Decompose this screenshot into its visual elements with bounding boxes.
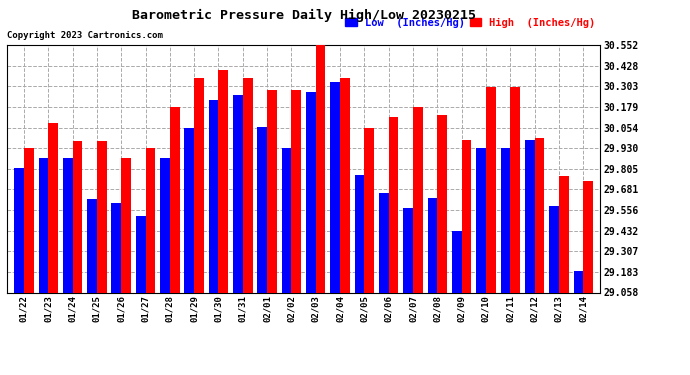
Bar — [160, 158, 170, 292]
Bar — [63, 158, 72, 292]
Bar — [437, 115, 447, 292]
Bar — [112, 203, 121, 292]
Bar — [525, 140, 535, 292]
Bar — [72, 141, 82, 292]
Bar — [462, 140, 471, 292]
Bar — [355, 174, 364, 292]
Bar — [121, 158, 131, 292]
Bar — [146, 148, 155, 292]
Bar — [379, 193, 388, 292]
Bar — [535, 138, 544, 292]
Bar — [291, 90, 301, 292]
Bar — [340, 78, 350, 292]
Bar — [14, 168, 24, 292]
Bar — [243, 78, 253, 292]
Text: Barometric Pressure Daily High/Low 20230215: Barometric Pressure Daily High/Low 20230… — [132, 9, 475, 22]
Bar — [573, 271, 583, 292]
Bar — [39, 158, 48, 292]
Bar — [511, 87, 520, 292]
Bar — [500, 148, 511, 292]
Bar — [257, 126, 267, 292]
Bar — [170, 106, 179, 292]
Bar — [219, 70, 228, 292]
Bar — [486, 87, 495, 292]
Text: Copyright 2023 Cartronics.com: Copyright 2023 Cartronics.com — [7, 32, 163, 40]
Bar — [209, 100, 219, 292]
Bar — [24, 148, 34, 292]
Bar — [267, 90, 277, 292]
Bar — [428, 198, 437, 292]
Bar — [549, 206, 559, 292]
Bar — [452, 231, 462, 292]
Bar — [364, 128, 374, 292]
Legend: Low  (Inches/Hg), High  (Inches/Hg): Low (Inches/Hg), High (Inches/Hg) — [346, 18, 595, 28]
Bar — [404, 208, 413, 292]
Bar — [331, 82, 340, 292]
Bar — [184, 128, 194, 292]
Bar — [413, 106, 423, 292]
Bar — [388, 117, 398, 292]
Bar — [306, 92, 316, 292]
Bar — [559, 176, 569, 292]
Bar — [87, 200, 97, 292]
Bar — [48, 123, 58, 292]
Bar — [316, 44, 326, 292]
Bar — [97, 141, 107, 292]
Bar — [282, 148, 291, 292]
Bar — [136, 216, 146, 292]
Bar — [233, 95, 243, 292]
Bar — [476, 148, 486, 292]
Bar — [583, 181, 593, 292]
Bar — [194, 78, 204, 292]
